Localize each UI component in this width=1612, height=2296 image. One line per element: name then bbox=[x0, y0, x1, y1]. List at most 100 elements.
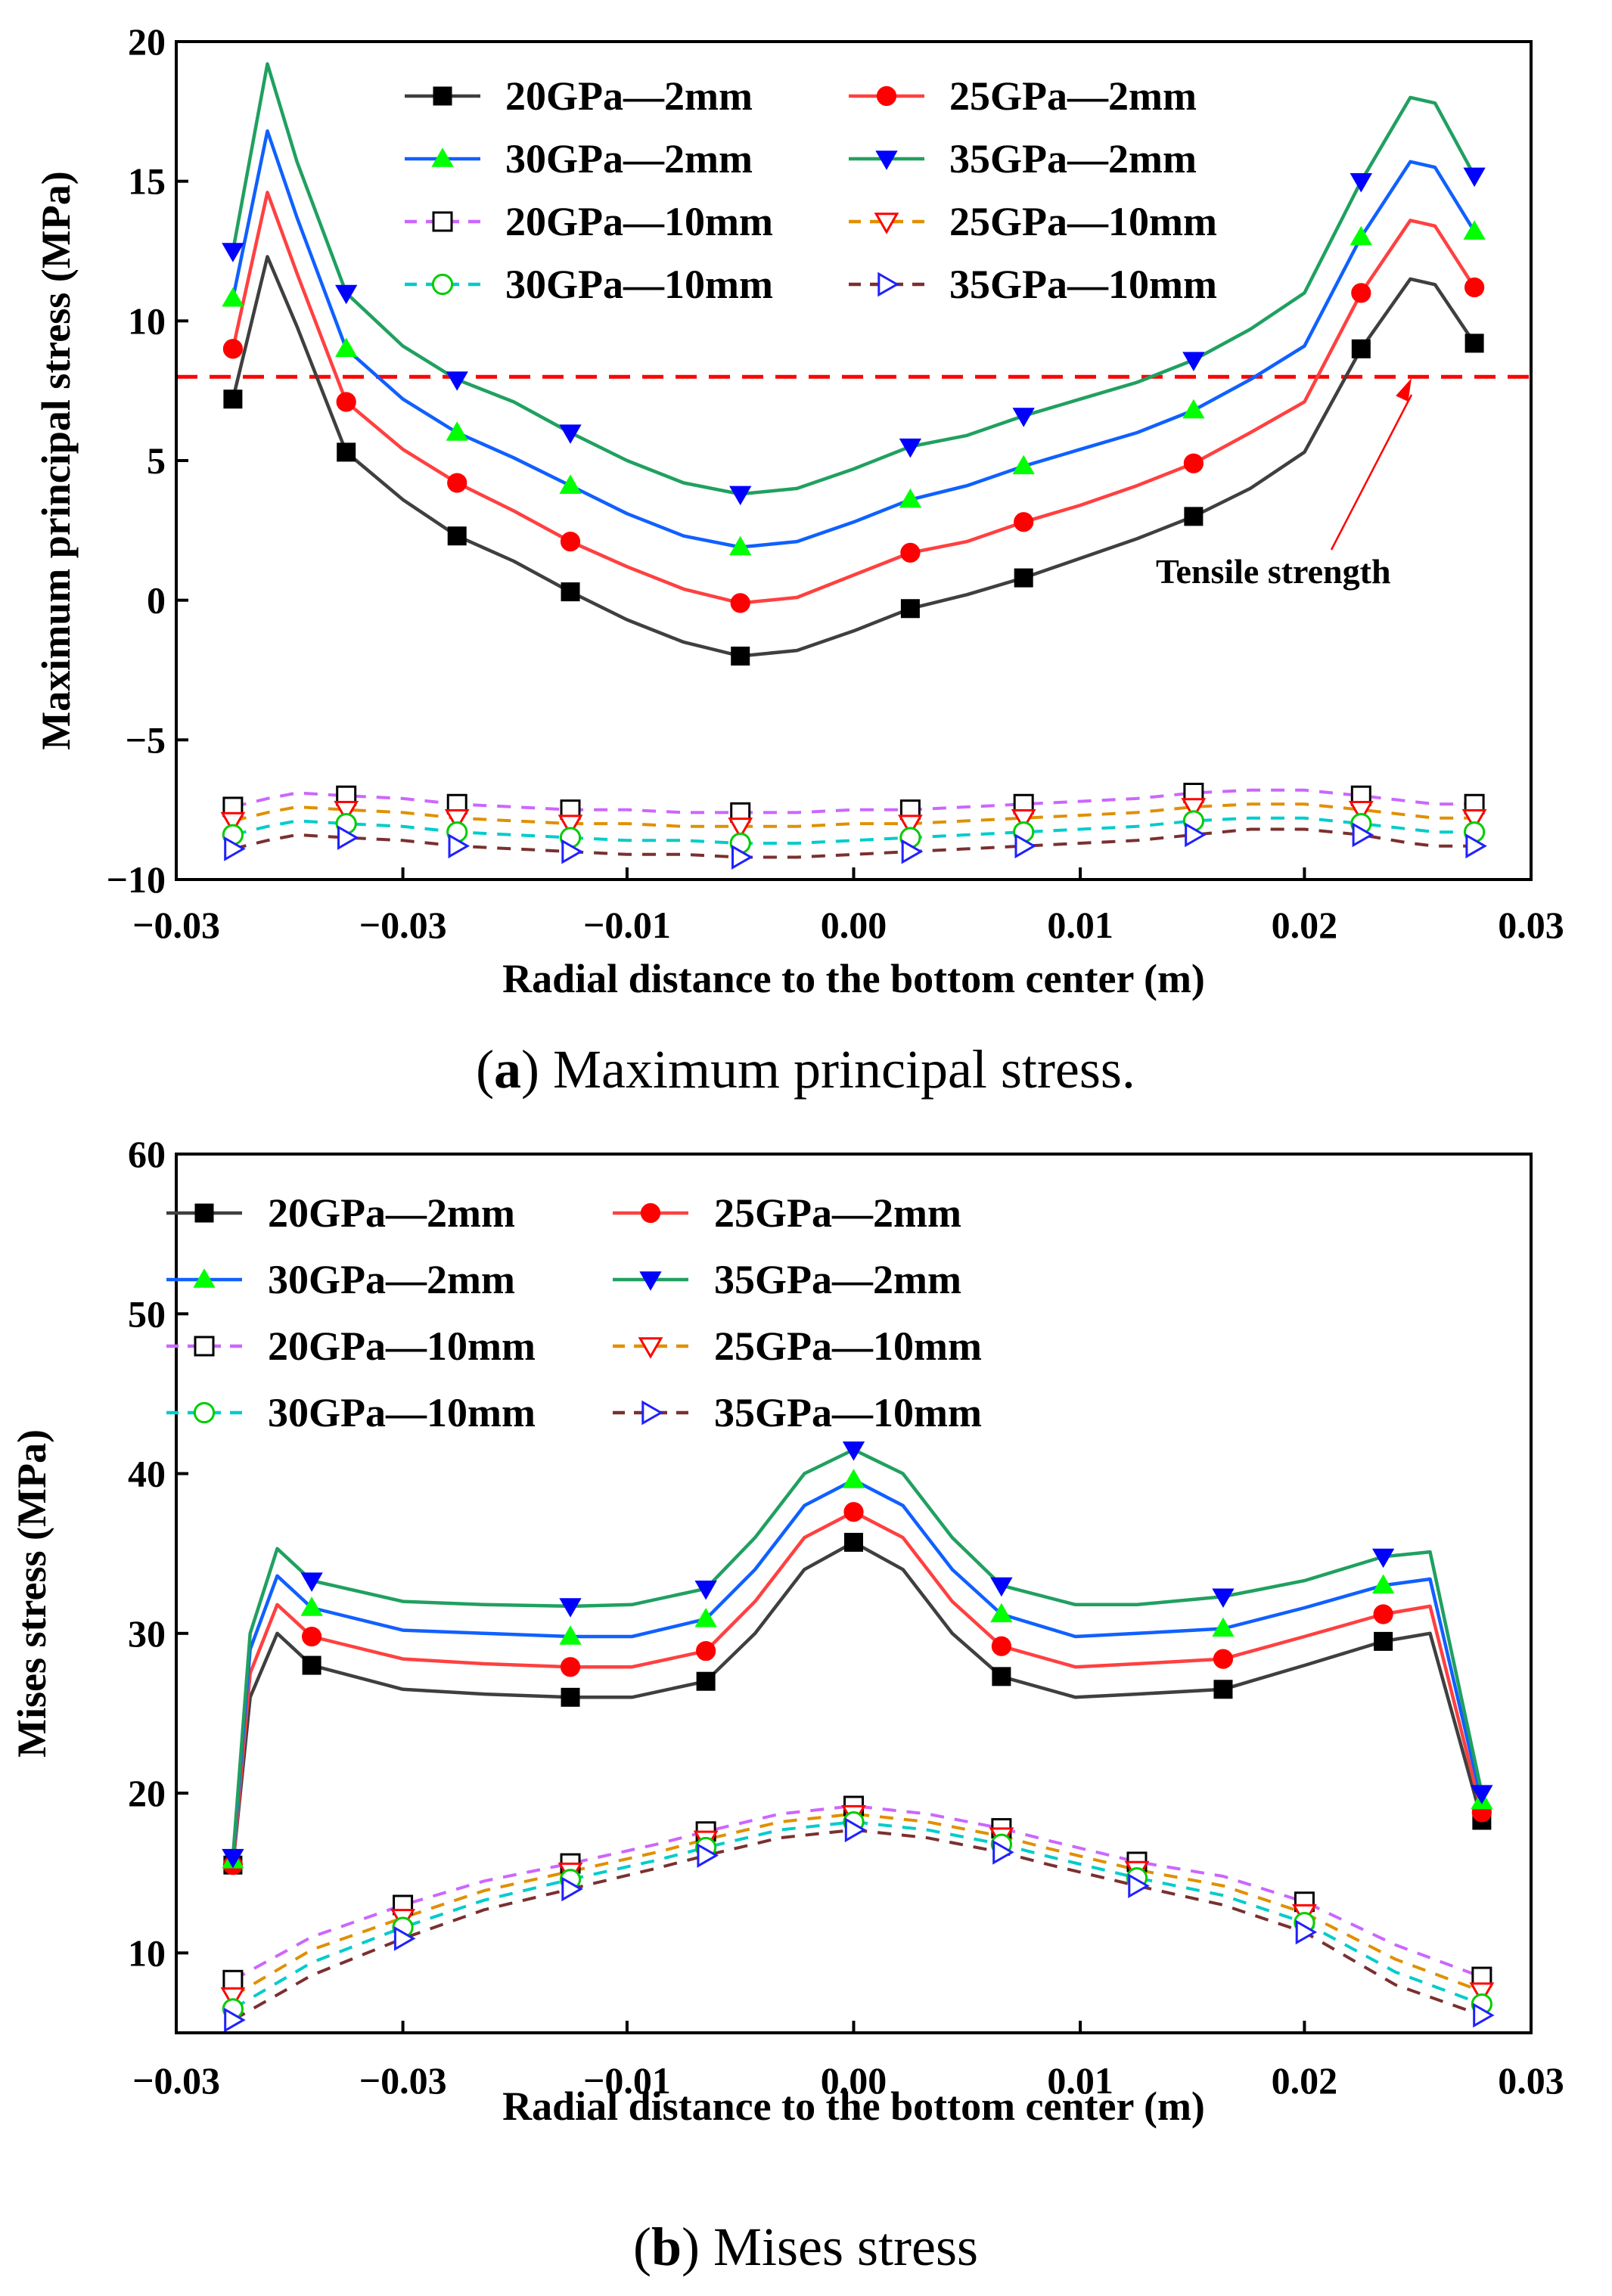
x-tick-label: 0.02 bbox=[1272, 2059, 1338, 2102]
data-point bbox=[730, 593, 750, 613]
y-tick-label: 15 bbox=[128, 160, 166, 203]
caption-part: a bbox=[494, 1039, 521, 1100]
data-point bbox=[1461, 809, 1487, 831]
legend-label: 35GPa—2mm bbox=[714, 1257, 961, 1302]
series-line-4 bbox=[232, 788, 1475, 814]
legend-swatch-marker bbox=[431, 147, 454, 167]
data-point bbox=[1350, 225, 1372, 246]
data-point bbox=[561, 839, 583, 864]
data-point bbox=[842, 1441, 865, 1461]
plot-frame bbox=[175, 40, 1533, 881]
caption-part: ) Mises stress bbox=[682, 2217, 978, 2277]
data-point bbox=[222, 287, 244, 307]
data-point bbox=[1471, 1785, 1493, 1804]
data-point bbox=[447, 473, 467, 493]
data-point bbox=[697, 1843, 719, 1868]
y-tick-label: 10 bbox=[128, 1931, 166, 1974]
legend-item: 20GPa—10mm bbox=[405, 199, 773, 244]
legend-swatch-marker bbox=[877, 271, 899, 297]
data-point bbox=[1212, 1617, 1235, 1637]
annotation-arrow-line bbox=[1330, 394, 1413, 551]
y-axis-label: Mises stress (MPa) bbox=[9, 1429, 54, 1758]
y-tick-label: 10 bbox=[128, 299, 166, 342]
series-line-2 bbox=[231, 1478, 1484, 1860]
legend-label: 35GPa—10mm bbox=[949, 262, 1217, 307]
data-point bbox=[900, 599, 920, 619]
data-point bbox=[446, 421, 468, 441]
legend-label: 30GPa—2mm bbox=[505, 136, 753, 182]
tensile-strength-label: Tensile strength bbox=[1156, 552, 1391, 591]
data-point bbox=[447, 526, 467, 546]
data-point bbox=[560, 1657, 581, 1677]
series-line-5 bbox=[231, 1812, 1483, 1998]
data-point bbox=[901, 839, 924, 864]
data-point bbox=[1183, 453, 1204, 473]
data-point bbox=[1011, 809, 1036, 831]
legend-swatch-marker bbox=[874, 213, 899, 234]
x-tick-label: 0.01 bbox=[1047, 2059, 1113, 2102]
legend-label: 20GPa—10mm bbox=[268, 1323, 536, 1369]
legend-item: 20GPa—10mm bbox=[166, 1323, 536, 1369]
data-point bbox=[1213, 1649, 1234, 1669]
x-tick-label: 0.01 bbox=[1047, 904, 1113, 946]
data-point bbox=[1014, 833, 1036, 859]
y-tick-label: 20 bbox=[128, 1772, 166, 1814]
data-point bbox=[300, 1596, 323, 1616]
data-point bbox=[1373, 1604, 1393, 1624]
series-line-4 bbox=[231, 1804, 1483, 1982]
legend-item: 25GPa—10mm bbox=[849, 199, 1217, 244]
y-tick-label: 5 bbox=[147, 439, 166, 482]
data-point bbox=[220, 1987, 246, 2009]
series-line-1 bbox=[231, 1510, 1484, 1866]
data-point bbox=[448, 833, 471, 859]
data-point bbox=[222, 339, 243, 359]
y-tick-label: 50 bbox=[128, 1292, 166, 1335]
data-point bbox=[559, 1625, 582, 1645]
x-tick-label: 0.03 bbox=[1498, 2059, 1564, 2102]
data-point bbox=[300, 1572, 323, 1592]
data-point bbox=[561, 1687, 580, 1707]
legend-swatch-marker bbox=[193, 1401, 216, 1424]
data-point bbox=[393, 1925, 416, 1951]
data-point bbox=[222, 1848, 244, 1869]
x-tick-label: 0.00 bbox=[821, 2059, 887, 2102]
legend-item: 25GPa—2mm bbox=[613, 1190, 961, 1236]
data-point bbox=[1212, 1588, 1235, 1609]
data-point bbox=[1182, 399, 1205, 419]
data-point bbox=[1295, 1919, 1318, 1945]
data-point bbox=[446, 371, 468, 391]
data-point bbox=[559, 474, 582, 494]
x-tick-label: −0.03 bbox=[359, 904, 447, 946]
data-point bbox=[729, 535, 752, 556]
legend-swatch-marker bbox=[194, 1336, 215, 1357]
data-point bbox=[1213, 1680, 1233, 1699]
data-point bbox=[899, 438, 922, 458]
data-point bbox=[336, 392, 356, 412]
data-point bbox=[220, 811, 246, 834]
data-point bbox=[222, 243, 244, 262]
data-point bbox=[992, 1839, 1014, 1865]
legend-label: 35GPa—10mm bbox=[714, 1390, 982, 1435]
data-point bbox=[1350, 172, 1372, 193]
series-line-0 bbox=[231, 1540, 1484, 1866]
data-point bbox=[558, 814, 583, 836]
legend-swatch-marker bbox=[432, 211, 453, 232]
data-point bbox=[560, 532, 581, 552]
data-point bbox=[898, 814, 923, 836]
data-point bbox=[1463, 220, 1486, 240]
data-point bbox=[1012, 455, 1035, 475]
data-point bbox=[844, 1817, 867, 1843]
data-point bbox=[224, 836, 246, 861]
y-tick-label: 0 bbox=[147, 579, 166, 622]
data-point bbox=[991, 1636, 1011, 1656]
data-point bbox=[694, 1608, 717, 1627]
data-point bbox=[1464, 277, 1485, 298]
legend-label: 35GPa—2mm bbox=[949, 136, 1197, 182]
data-point bbox=[992, 1667, 1011, 1686]
data-point bbox=[223, 389, 243, 409]
data-point bbox=[1473, 2003, 1495, 2028]
x-tick-label: −0.03 bbox=[132, 904, 220, 946]
data-point bbox=[844, 1532, 863, 1552]
data-point bbox=[696, 1640, 716, 1661]
